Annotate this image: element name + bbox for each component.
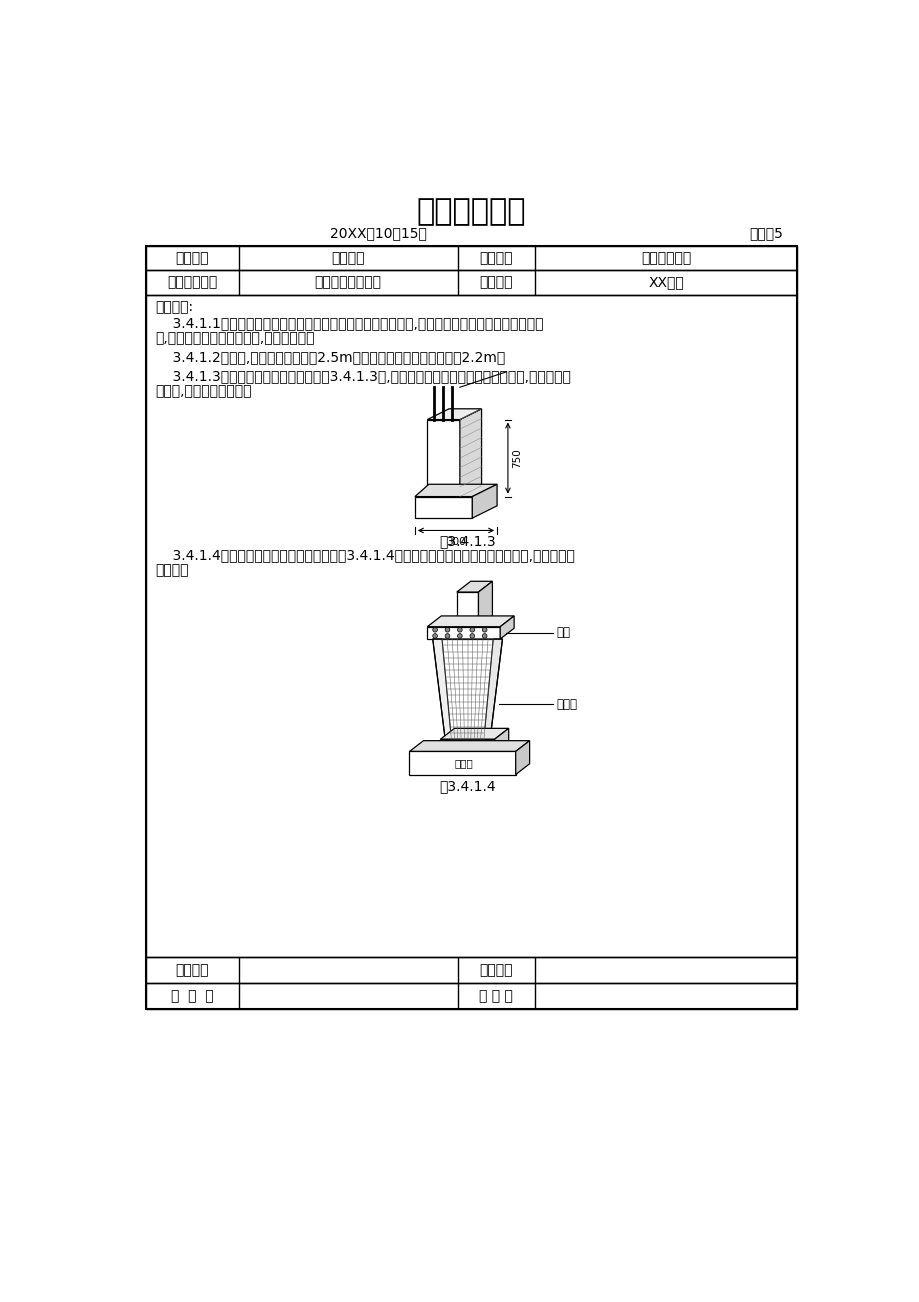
- Polygon shape: [500, 616, 514, 639]
- Circle shape: [456, 746, 461, 751]
- Text: 20XX年10月15日: 20XX年10月15日: [330, 227, 426, 241]
- Text: 技术交底记录: 技术交底记录: [416, 197, 526, 227]
- Circle shape: [478, 740, 482, 745]
- Circle shape: [432, 634, 437, 638]
- Text: 图3.4.1.3: 图3.4.1.3: [439, 534, 495, 548]
- Polygon shape: [414, 496, 471, 518]
- Text: 封闭插接母线安装: 封闭插接母线安装: [314, 276, 381, 289]
- Text: 750: 750: [512, 448, 522, 467]
- Polygon shape: [456, 592, 478, 626]
- Text: 交  底  人: 交 底 人: [171, 990, 213, 1004]
- Text: 分部工程: 分部工程: [479, 251, 513, 264]
- Text: XX集团: XX集团: [648, 276, 683, 289]
- Bar: [146, 246, 796, 271]
- Text: 建筑电气工程: 建筑电气工程: [641, 251, 690, 264]
- Polygon shape: [426, 626, 500, 639]
- Text: 定,测量结果应符合设计要求,并做好记录。: 定,测量结果应符合设计要求,并做好记录。: [155, 331, 314, 345]
- Circle shape: [457, 628, 461, 631]
- Text: 3.4.1.1封闭插接母线应按设计和产品技术文件规定进行组装,组装前应对每段进行绝缘电阻的测: 3.4.1.1封闭插接母线应按设计和产品技术文件规定进行组装,组装前应对每段进行…: [155, 316, 543, 331]
- Bar: [146, 294, 796, 957]
- Polygon shape: [440, 740, 494, 751]
- Polygon shape: [432, 639, 451, 740]
- Circle shape: [446, 746, 450, 751]
- Text: 工程名称: 工程名称: [176, 251, 209, 264]
- Polygon shape: [426, 419, 460, 496]
- Text: 手紧固。: 手紧固。: [155, 562, 188, 577]
- Text: 施工单位: 施工单位: [479, 276, 513, 289]
- Circle shape: [470, 634, 474, 638]
- Polygon shape: [456, 581, 492, 592]
- Circle shape: [457, 634, 461, 638]
- Polygon shape: [516, 741, 529, 775]
- Text: 分项工程名称: 分项工程名称: [167, 276, 218, 289]
- Polygon shape: [478, 581, 492, 626]
- Circle shape: [456, 740, 461, 745]
- Polygon shape: [409, 741, 529, 751]
- Text: 交底内容:: 交底内容:: [155, 301, 193, 314]
- Text: 300: 300: [446, 536, 465, 547]
- Polygon shape: [414, 484, 496, 496]
- Text: 3.4.1.4母线与设备联接宜采用软联接（图3.4.1.4）。母线紧固螺栓应由厂家配套供应,应用力矩搬: 3.4.1.4母线与设备联接宜采用软联接（图3.4.1.4）。母线紧固螺栓应由厂…: [155, 548, 574, 562]
- Polygon shape: [409, 751, 516, 775]
- Circle shape: [445, 634, 449, 638]
- Text: 施管表5: 施管表5: [748, 227, 782, 241]
- Text: 变压器: 变压器: [454, 758, 472, 768]
- Circle shape: [470, 628, 474, 631]
- Polygon shape: [440, 728, 508, 740]
- Circle shape: [445, 628, 449, 631]
- Polygon shape: [494, 728, 508, 751]
- Polygon shape: [426, 616, 514, 626]
- Text: 接地线,两端应可靠接地。: 接地线,两端应可靠接地。: [155, 384, 252, 398]
- Polygon shape: [483, 639, 502, 740]
- Circle shape: [432, 628, 437, 631]
- Text: 接 收 人: 接 收 人: [479, 990, 513, 1004]
- Polygon shape: [471, 484, 496, 518]
- Bar: [146, 246, 796, 1009]
- Text: 母线: 母线: [556, 626, 570, 639]
- Circle shape: [482, 628, 486, 631]
- Bar: [146, 983, 796, 1009]
- Text: 节能大厦: 节能大厦: [331, 251, 365, 264]
- Circle shape: [446, 740, 450, 745]
- Text: 3.4.1.2母线槽,固定距离不得大于2.5m。水平敷设距地高度不应小于2.2m。: 3.4.1.2母线槽,固定距离不得大于2.5m。水平敷设距地高度不应小于2.2m…: [155, 350, 505, 365]
- Polygon shape: [426, 409, 481, 419]
- Bar: [146, 957, 796, 983]
- Circle shape: [467, 740, 471, 745]
- Text: 接收单位: 接收单位: [479, 963, 513, 976]
- Text: 图3.4.1.4: 图3.4.1.4: [439, 779, 495, 793]
- Bar: [146, 271, 796, 294]
- Text: 交底单位: 交底单位: [176, 963, 209, 976]
- Circle shape: [467, 746, 471, 751]
- Circle shape: [482, 634, 486, 638]
- Polygon shape: [460, 409, 481, 496]
- Text: 3.4.1.3母线槽的端头应装封闭罩（图3.4.1.3）,各段母线槽的外壳的连接应是可拆的,外壳间有跨: 3.4.1.3母线槽的端头应装封闭罩（图3.4.1.3）,各段母线槽的外壳的连接…: [155, 370, 571, 384]
- Text: 软连接: 软连接: [556, 698, 577, 711]
- Circle shape: [478, 746, 482, 751]
